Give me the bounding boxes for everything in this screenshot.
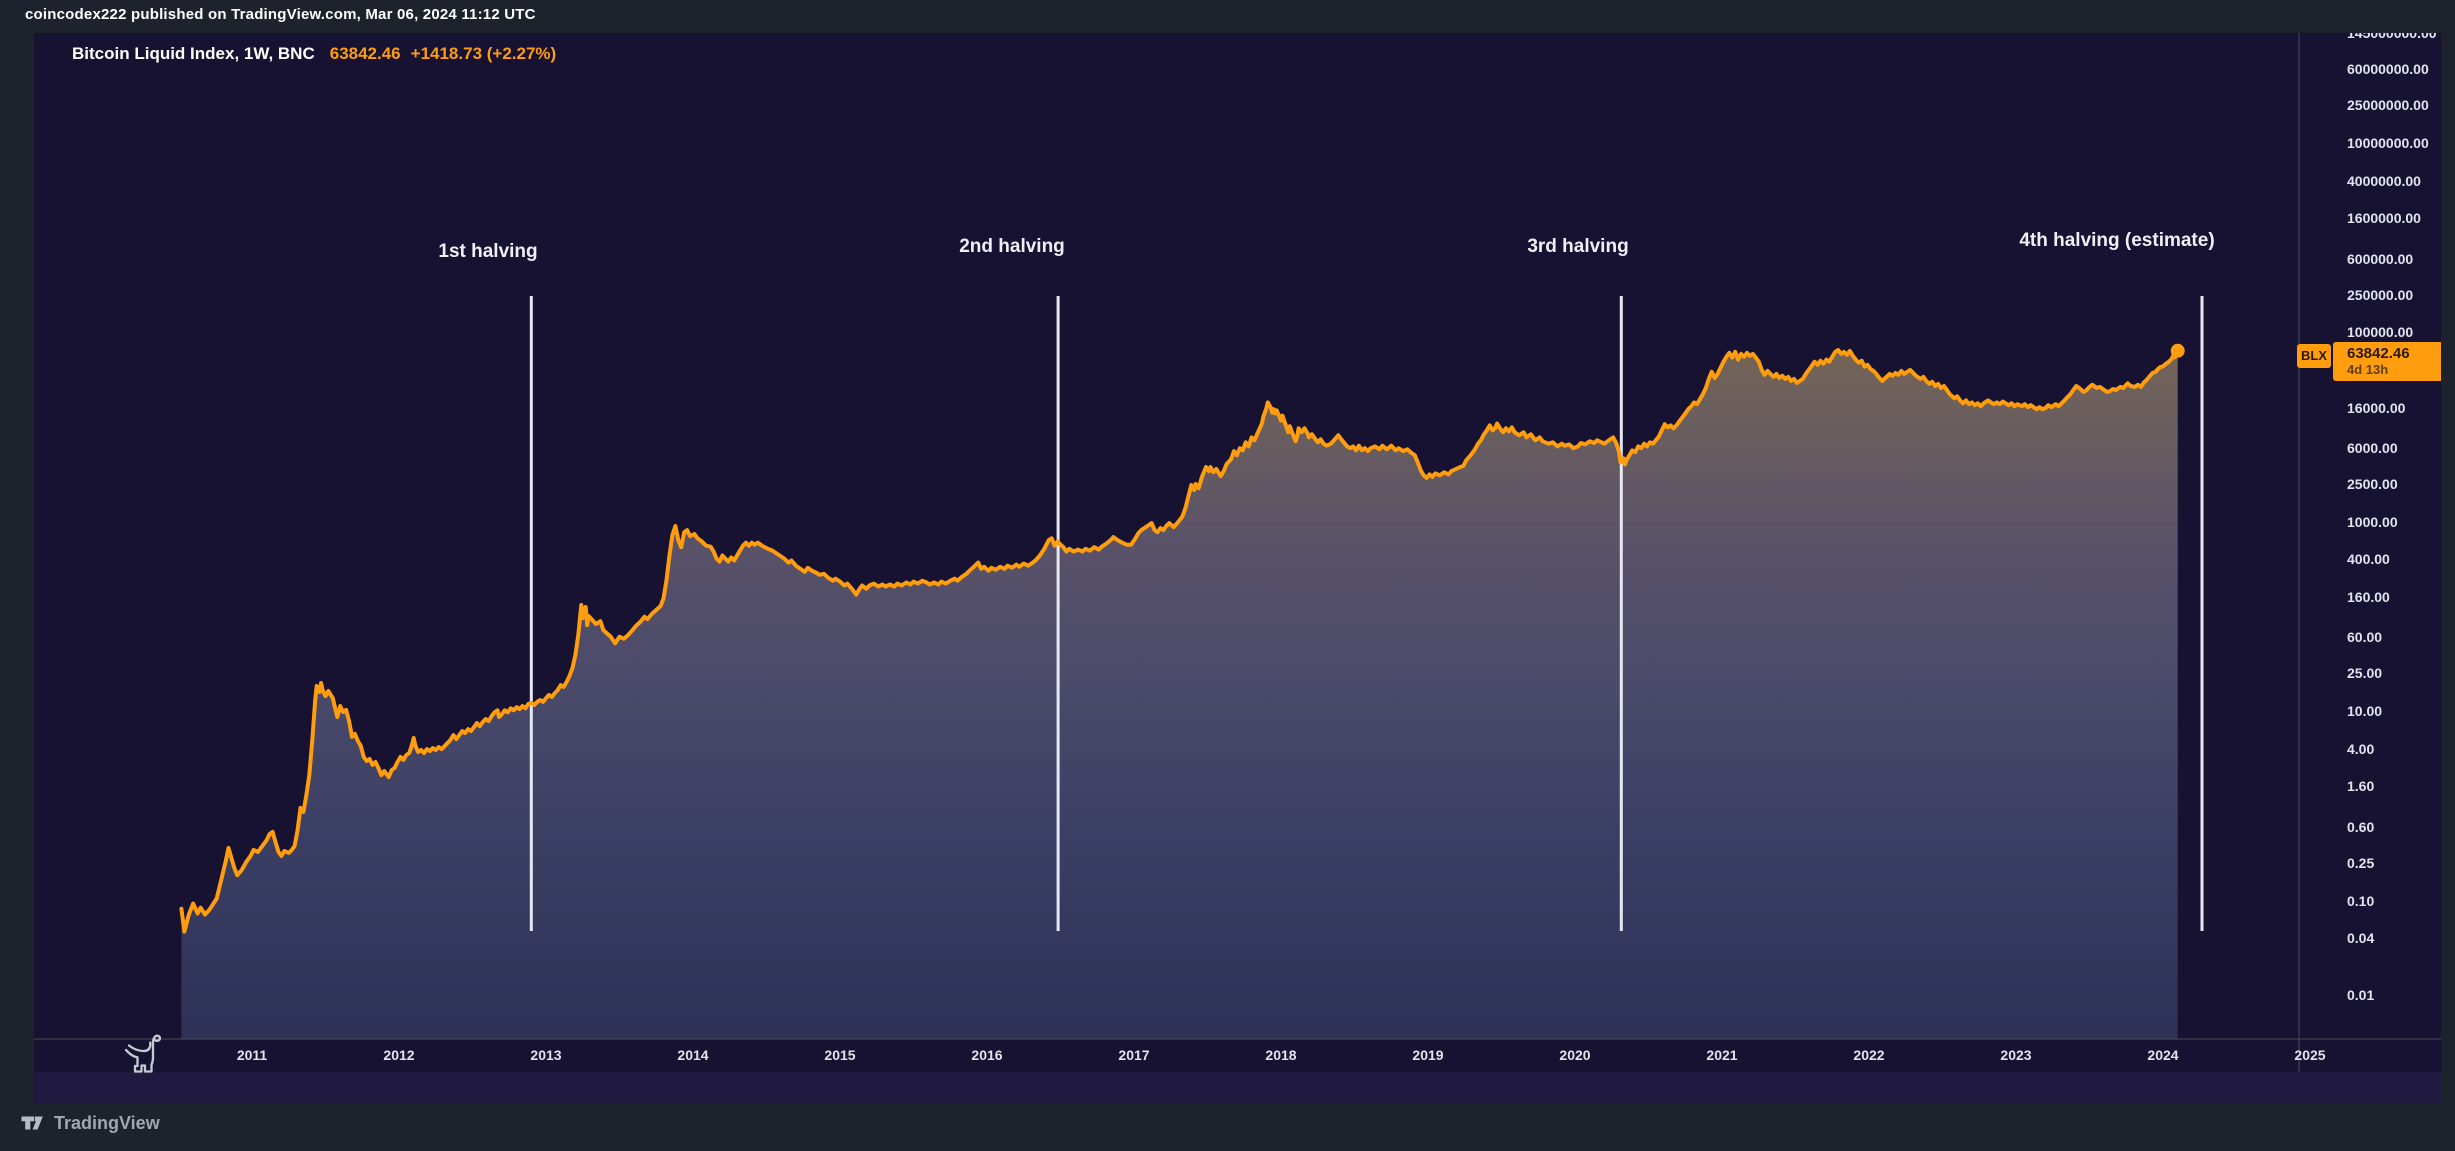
year-tick-label: 2013: [530, 1047, 562, 1063]
price-tick-label: 1000.00: [2347, 514, 2398, 530]
year-tick-label: 2023: [2000, 1047, 2032, 1063]
year-tick-label: 2017: [1118, 1047, 1150, 1063]
price-label-value: 63842.46: [2347, 345, 2410, 362]
year-tick-label: 2018: [1265, 1047, 1297, 1063]
price-tick-label: 2500.00: [2347, 476, 2398, 492]
halving-label-2: 2nd halving: [959, 236, 1065, 257]
price-tick-label: 6000.00: [2347, 440, 2398, 456]
price-tick-label: 250000.00: [2347, 287, 2414, 303]
price-tick-label: 10000000.00: [2347, 135, 2429, 151]
price-tick-label: 4.00: [2347, 741, 2375, 757]
price-tick-label: 145000000.00: [2347, 33, 2437, 41]
price-tick-label: 0.60: [2347, 819, 2375, 835]
tradingview-brand-text: TradingView: [54, 1113, 160, 1133]
chart-pane: Bitcoin Liquid Index, 1W, BNC 63842.46 +14…: [34, 33, 2441, 1104]
price-label-box: 63842.46 4d 13h: [2333, 342, 2441, 381]
time-axis[interactable]: [34, 1072, 2441, 1104]
price-tick-label: 0.25: [2347, 855, 2375, 871]
year-tick-label: 2025: [2294, 1047, 2326, 1063]
year-tick-label: 2011: [236, 1047, 268, 1063]
year-tick-label: 2016: [971, 1047, 1003, 1063]
price-tick-label: 100000.00: [2347, 324, 2414, 340]
year-tick-label: 2020: [1559, 1047, 1591, 1063]
last-price: 63842.46: [329, 44, 401, 63]
price-tick-label: 60.00: [2347, 629, 2383, 645]
price-tick-label: 0.04: [2347, 930, 2375, 946]
price-line: [179, 348, 2180, 934]
halving-label-1: 1st halving: [438, 241, 538, 262]
price-tick-label: 25.00: [2347, 665, 2383, 681]
ticker-tag: BLX: [2297, 344, 2331, 368]
chart-plot-area[interactable]: [34, 33, 2441, 1104]
chart-legend: Bitcoin Liquid Index, 1W, BNC 63842.46 +14…: [72, 44, 556, 64]
last-price-marker: [2170, 343, 2185, 358]
price-tick-label: 10.00: [2347, 703, 2383, 719]
price-tick-label: 1600000.00: [2347, 210, 2421, 226]
price-tick-label: 0.01: [2347, 987, 2375, 1003]
tradingview-logo-icon: [21, 1116, 43, 1129]
year-tick-label: 2021: [1706, 1047, 1738, 1063]
tradingview-branding[interactable]: TradingView: [20, 1113, 160, 1134]
year-tick-label: 2022: [1853, 1047, 1885, 1063]
price-tick-label: 1.60: [2347, 778, 2375, 794]
year-tick-label: 2015: [824, 1047, 856, 1063]
price-tick-label: 0.10: [2347, 893, 2375, 909]
year-tick-label: 2024: [2147, 1047, 2179, 1063]
halving-label-4: 4th halving (estimate): [2019, 230, 2215, 251]
publish-credit-text: coincodex222 published on TradingView.co…: [25, 6, 536, 23]
year-tick-label: 2014: [677, 1047, 709, 1063]
dinosaur-icon: [124, 1034, 162, 1073]
price-tick-label: 60000000.00: [2347, 61, 2429, 77]
price-tick-label: 400.00: [2347, 551, 2390, 567]
year-tick-label: 2012: [383, 1047, 415, 1063]
price-tick-label: 4000000.00: [2347, 173, 2421, 189]
price-tick-label: 600000.00: [2347, 251, 2414, 267]
price-change: +1418.73 (+2.27%): [410, 44, 557, 63]
halving-countdown: 4d 13h: [2347, 362, 2389, 377]
price-tick-label: 25000000.00: [2347, 97, 2429, 113]
price-tick-label: 16000.00: [2347, 400, 2406, 416]
halving-label-3: 3rd halving: [1527, 236, 1629, 257]
year-tick-label: 2019: [1412, 1047, 1444, 1063]
price-area-fill: [181, 350, 2178, 1039]
symbol-title: Bitcoin Liquid Index, 1W, BNC: [72, 44, 315, 63]
price-tick-label: 160.00: [2347, 589, 2390, 605]
